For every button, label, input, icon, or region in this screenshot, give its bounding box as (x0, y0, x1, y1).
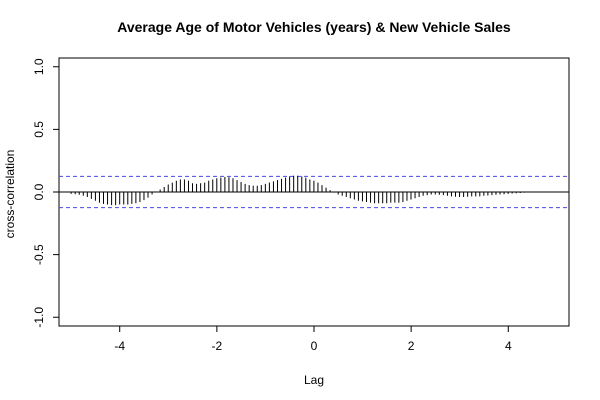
confidence-bands (59, 175, 569, 209)
y-tick-label: -0.5 (32, 244, 46, 265)
y-tick-label: -1.0 (32, 307, 46, 328)
y-tick-label: 1.0 (32, 58, 46, 75)
x-tick-label: 2 (408, 339, 415, 353)
y-tick-label: 0.5 (32, 121, 46, 138)
x-tick-label: -2 (212, 339, 223, 353)
y-axis: -1.0 -0.5 0.0 0.5 1.0 (32, 58, 60, 328)
x-axis: -4 -2 0 2 4 (114, 325, 512, 353)
y-axis-label: cross-correlation (3, 150, 17, 239)
correlation-bars (70, 175, 558, 206)
x-tick-label: -4 (114, 339, 125, 353)
x-tick-label: 0 (311, 339, 318, 353)
y-tick-label: 0.0 (32, 183, 46, 200)
chart-title: Average Age of Motor Vehicles (years) & … (117, 19, 511, 35)
x-tick-label: 4 (505, 339, 512, 353)
x-axis-label: Lag (304, 373, 324, 387)
